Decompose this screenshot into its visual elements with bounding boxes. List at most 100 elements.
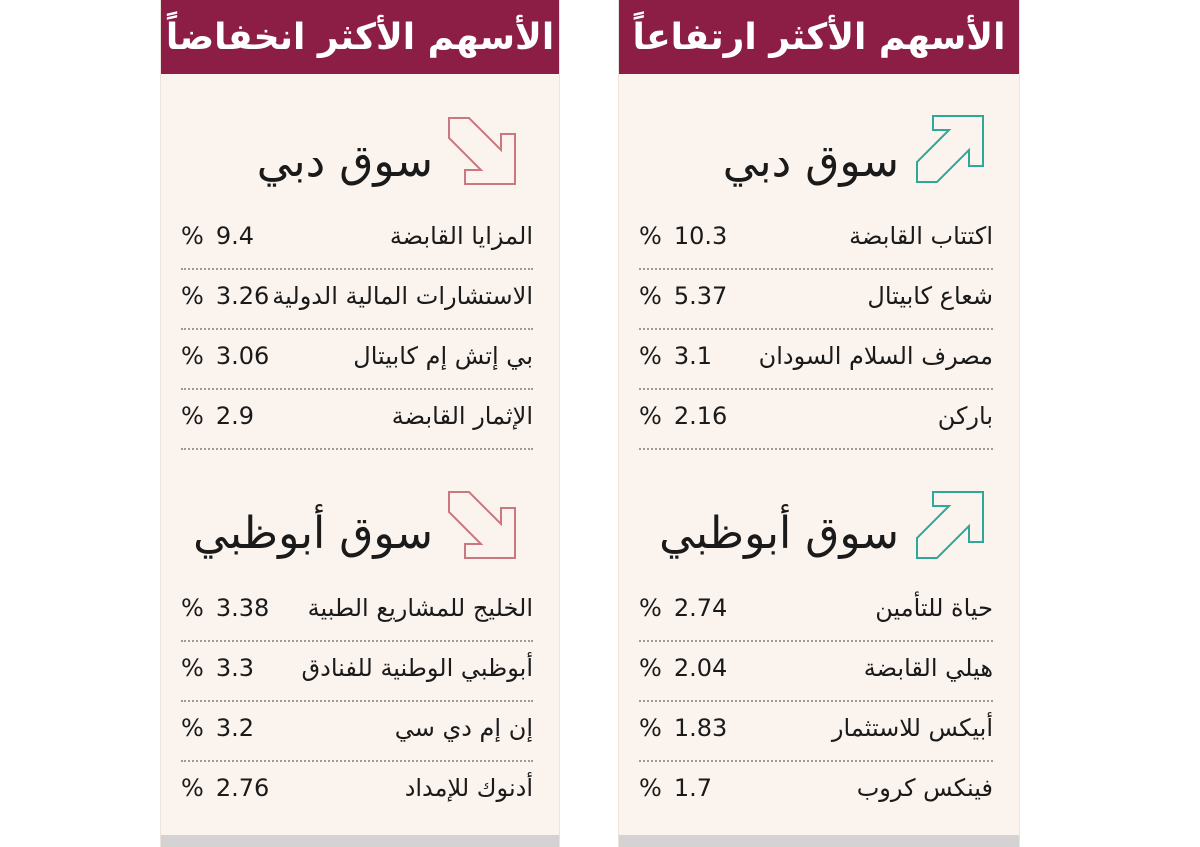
row-divider: [181, 760, 533, 762]
change-value: 3.1: [673, 342, 712, 370]
change-value: 3.38: [215, 594, 270, 622]
stock-name: اكتتاب القابضة: [849, 222, 993, 250]
table-row: حياة للتأمين % 2.74: [639, 586, 993, 646]
stock-name: حياة للتأمين: [875, 594, 993, 622]
stock-name: الاستشارات المالية الدولية: [272, 282, 533, 310]
change-value: 1.7: [673, 774, 712, 802]
gainers-header: الأسهم الأكثر ارتفاعاً: [619, 0, 1019, 74]
table-row: الخليج للمشاريع الطبية % 3.38: [181, 586, 533, 646]
stock-name: هيلي القابضة: [863, 654, 993, 682]
row-divider: [181, 328, 533, 330]
percent-sign: %: [639, 282, 662, 310]
percent-sign: %: [181, 714, 204, 742]
table-row: بي إتش إم كابيتال % 3.06: [181, 334, 533, 394]
percent-sign: %: [639, 774, 662, 802]
change-value: 2.16: [673, 402, 728, 430]
stock-change: % 3.2: [181, 714, 254, 742]
percent-sign: %: [639, 402, 662, 430]
change-value: 3.2: [215, 714, 254, 742]
panel-footer-bar: [619, 835, 1019, 847]
change-value: 2.04: [673, 654, 728, 682]
arrow-up-right-icon: [916, 115, 984, 183]
percent-sign: %: [181, 282, 204, 310]
stock-change: % 10.3: [639, 222, 727, 250]
row-divider: [639, 328, 993, 330]
table-row: باركن % 2.16: [639, 394, 993, 454]
change-value: 10.3: [673, 222, 728, 250]
change-value: 3.06: [215, 342, 270, 370]
stock-change: % 9.4: [181, 222, 254, 250]
arrow-up-right-icon: [916, 491, 984, 559]
stock-change: % 2.04: [639, 654, 727, 682]
panel-footer-bar: [161, 835, 559, 847]
row-divider: [181, 700, 533, 702]
percent-sign: %: [639, 594, 662, 622]
stock-change: % 5.37: [639, 282, 727, 310]
stock-change: % 3.3: [181, 654, 254, 682]
table-row: اكتتاب القابضة % 10.3: [639, 214, 993, 274]
stock-change: % 1.83: [639, 714, 727, 742]
table-row: الإثمار القابضة % 2.9: [181, 394, 533, 454]
losers-header: الأسهم الأكثر انخفاضاً: [161, 0, 559, 74]
table-row: شعاع كابيتال % 5.37: [639, 274, 993, 334]
stock-name: بي إتش إم كابيتال: [353, 342, 533, 370]
gainers-dubai-title: سوق دبي: [722, 136, 899, 187]
losers-panel: الأسهم الأكثر انخفاضاً سوق دبي المزايا ا…: [160, 0, 560, 847]
row-divider: [181, 448, 533, 450]
stock-name: أبوظبي الوطنية للفنادق: [301, 654, 533, 682]
losers-abudhabi-title: سوق أبوظبي: [193, 508, 433, 559]
gainers-abudhabi-title: سوق أبوظبي: [659, 508, 899, 559]
percent-sign: %: [639, 714, 662, 742]
stock-name: باركن: [937, 402, 993, 430]
percent-sign: %: [639, 222, 662, 250]
arrow-down-right-icon: [448, 491, 516, 559]
stock-change: % 3.1: [639, 342, 712, 370]
change-value: 2.76: [215, 774, 270, 802]
stock-name: الإثمار القابضة: [391, 402, 533, 430]
percent-sign: %: [639, 654, 662, 682]
stock-change: % 2.74: [639, 594, 727, 622]
stock-name: فينكس كروب: [856, 774, 993, 802]
stock-name: إن إم دي سي: [394, 714, 533, 742]
table-row: الاستشارات المالية الدولية % 3.26: [181, 274, 533, 334]
row-divider: [639, 448, 993, 450]
table-row: مصرف السلام السودان % 3.1: [639, 334, 993, 394]
row-divider: [639, 640, 993, 642]
percent-sign: %: [181, 222, 204, 250]
stock-change: % 1.7: [639, 774, 712, 802]
change-value: 3.26: [215, 282, 270, 310]
percent-sign: %: [181, 402, 204, 430]
row-divider: [639, 760, 993, 762]
stock-name: المزايا القابضة: [389, 222, 533, 250]
row-divider: [181, 640, 533, 642]
stock-name: مصرف السلام السودان: [758, 342, 993, 370]
stock-change: % 3.06: [181, 342, 269, 370]
row-divider: [639, 388, 993, 390]
percent-sign: %: [639, 342, 662, 370]
row-divider: [639, 700, 993, 702]
change-value: 2.74: [673, 594, 728, 622]
percent-sign: %: [181, 774, 204, 802]
percent-sign: %: [181, 654, 204, 682]
table-row: أبيكس للاستثمار % 1.83: [639, 706, 993, 766]
stock-name: أدنوك للإمداد: [404, 774, 533, 802]
row-divider: [181, 268, 533, 270]
stock-name: الخليج للمشاريع الطبية: [307, 594, 533, 622]
stock-name: شعاع كابيتال: [867, 282, 993, 310]
change-value: 9.4: [215, 222, 254, 250]
row-divider: [639, 268, 993, 270]
table-row: فينكس كروب % 1.7: [639, 766, 993, 826]
stock-change: % 2.76: [181, 774, 269, 802]
gainers-panel: الأسهم الأكثر ارتفاعاً سوق دبي اكتتاب ال…: [618, 0, 1020, 847]
stock-name: أبيكس للاستثمار: [831, 714, 993, 742]
table-row: أدنوك للإمداد % 2.76: [181, 766, 533, 826]
arrow-down-right-icon: [448, 117, 516, 185]
percent-sign: %: [181, 594, 204, 622]
change-value: 3.3: [215, 654, 254, 682]
table-row: إن إم دي سي % 3.2: [181, 706, 533, 766]
table-row: المزايا القابضة % 9.4: [181, 214, 533, 274]
stock-change: % 3.26: [181, 282, 269, 310]
change-value: 1.83: [673, 714, 728, 742]
change-value: 2.9: [215, 402, 254, 430]
losers-dubai-title: سوق دبي: [256, 136, 433, 187]
